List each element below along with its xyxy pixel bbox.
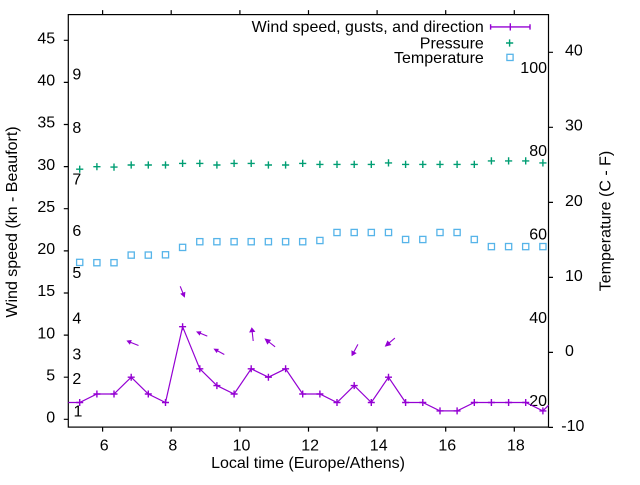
svg-text:60: 60 xyxy=(529,227,547,244)
svg-text:Local time (Europe/Athens): Local time (Europe/Athens) xyxy=(211,455,405,472)
svg-text:20: 20 xyxy=(529,393,547,410)
svg-text:10: 10 xyxy=(233,438,251,455)
svg-text:0: 0 xyxy=(46,410,55,427)
svg-text:-10: -10 xyxy=(561,418,584,435)
svg-text:20: 20 xyxy=(565,193,583,210)
svg-text:6: 6 xyxy=(72,223,81,240)
svg-text:40: 40 xyxy=(565,43,583,60)
svg-text:1: 1 xyxy=(74,403,83,420)
svg-text:40: 40 xyxy=(37,73,55,90)
svg-text:80: 80 xyxy=(529,143,547,160)
svg-text:Pressure: Pressure xyxy=(420,35,484,52)
svg-text:5: 5 xyxy=(72,265,81,282)
svg-text:30: 30 xyxy=(37,157,55,174)
svg-text:7: 7 xyxy=(72,172,81,189)
svg-text:Temperature (C - F): Temperature (C - F) xyxy=(598,151,615,291)
svg-text:100: 100 xyxy=(520,60,547,77)
svg-text:0: 0 xyxy=(565,343,574,360)
svg-text:5: 5 xyxy=(46,367,55,384)
svg-text:Wind speed, gusts, and directi: Wind speed, gusts, and direction xyxy=(252,19,484,36)
svg-text:8: 8 xyxy=(72,120,81,137)
svg-text:10: 10 xyxy=(565,268,583,285)
svg-text:9: 9 xyxy=(72,67,81,84)
svg-text:18: 18 xyxy=(507,438,525,455)
svg-text:16: 16 xyxy=(438,438,456,455)
svg-text:6: 6 xyxy=(100,438,109,455)
svg-text:25: 25 xyxy=(37,199,55,216)
svg-text:14: 14 xyxy=(370,438,388,455)
svg-text:Wind speed (kn - Beaufort): Wind speed (kn - Beaufort) xyxy=(4,126,21,317)
svg-text:45: 45 xyxy=(37,31,55,48)
svg-text:30: 30 xyxy=(565,118,583,135)
svg-text:3: 3 xyxy=(72,347,81,364)
svg-text:15: 15 xyxy=(37,283,55,300)
svg-text:40: 40 xyxy=(529,310,547,327)
svg-text:35: 35 xyxy=(37,115,55,132)
svg-text:12: 12 xyxy=(301,438,319,455)
svg-text:2: 2 xyxy=(72,371,81,388)
svg-text:20: 20 xyxy=(37,241,55,258)
svg-text:8: 8 xyxy=(168,438,177,455)
svg-text:Temperature: Temperature xyxy=(394,50,484,67)
svg-text:4: 4 xyxy=(72,311,81,328)
svg-text:10: 10 xyxy=(37,325,55,342)
